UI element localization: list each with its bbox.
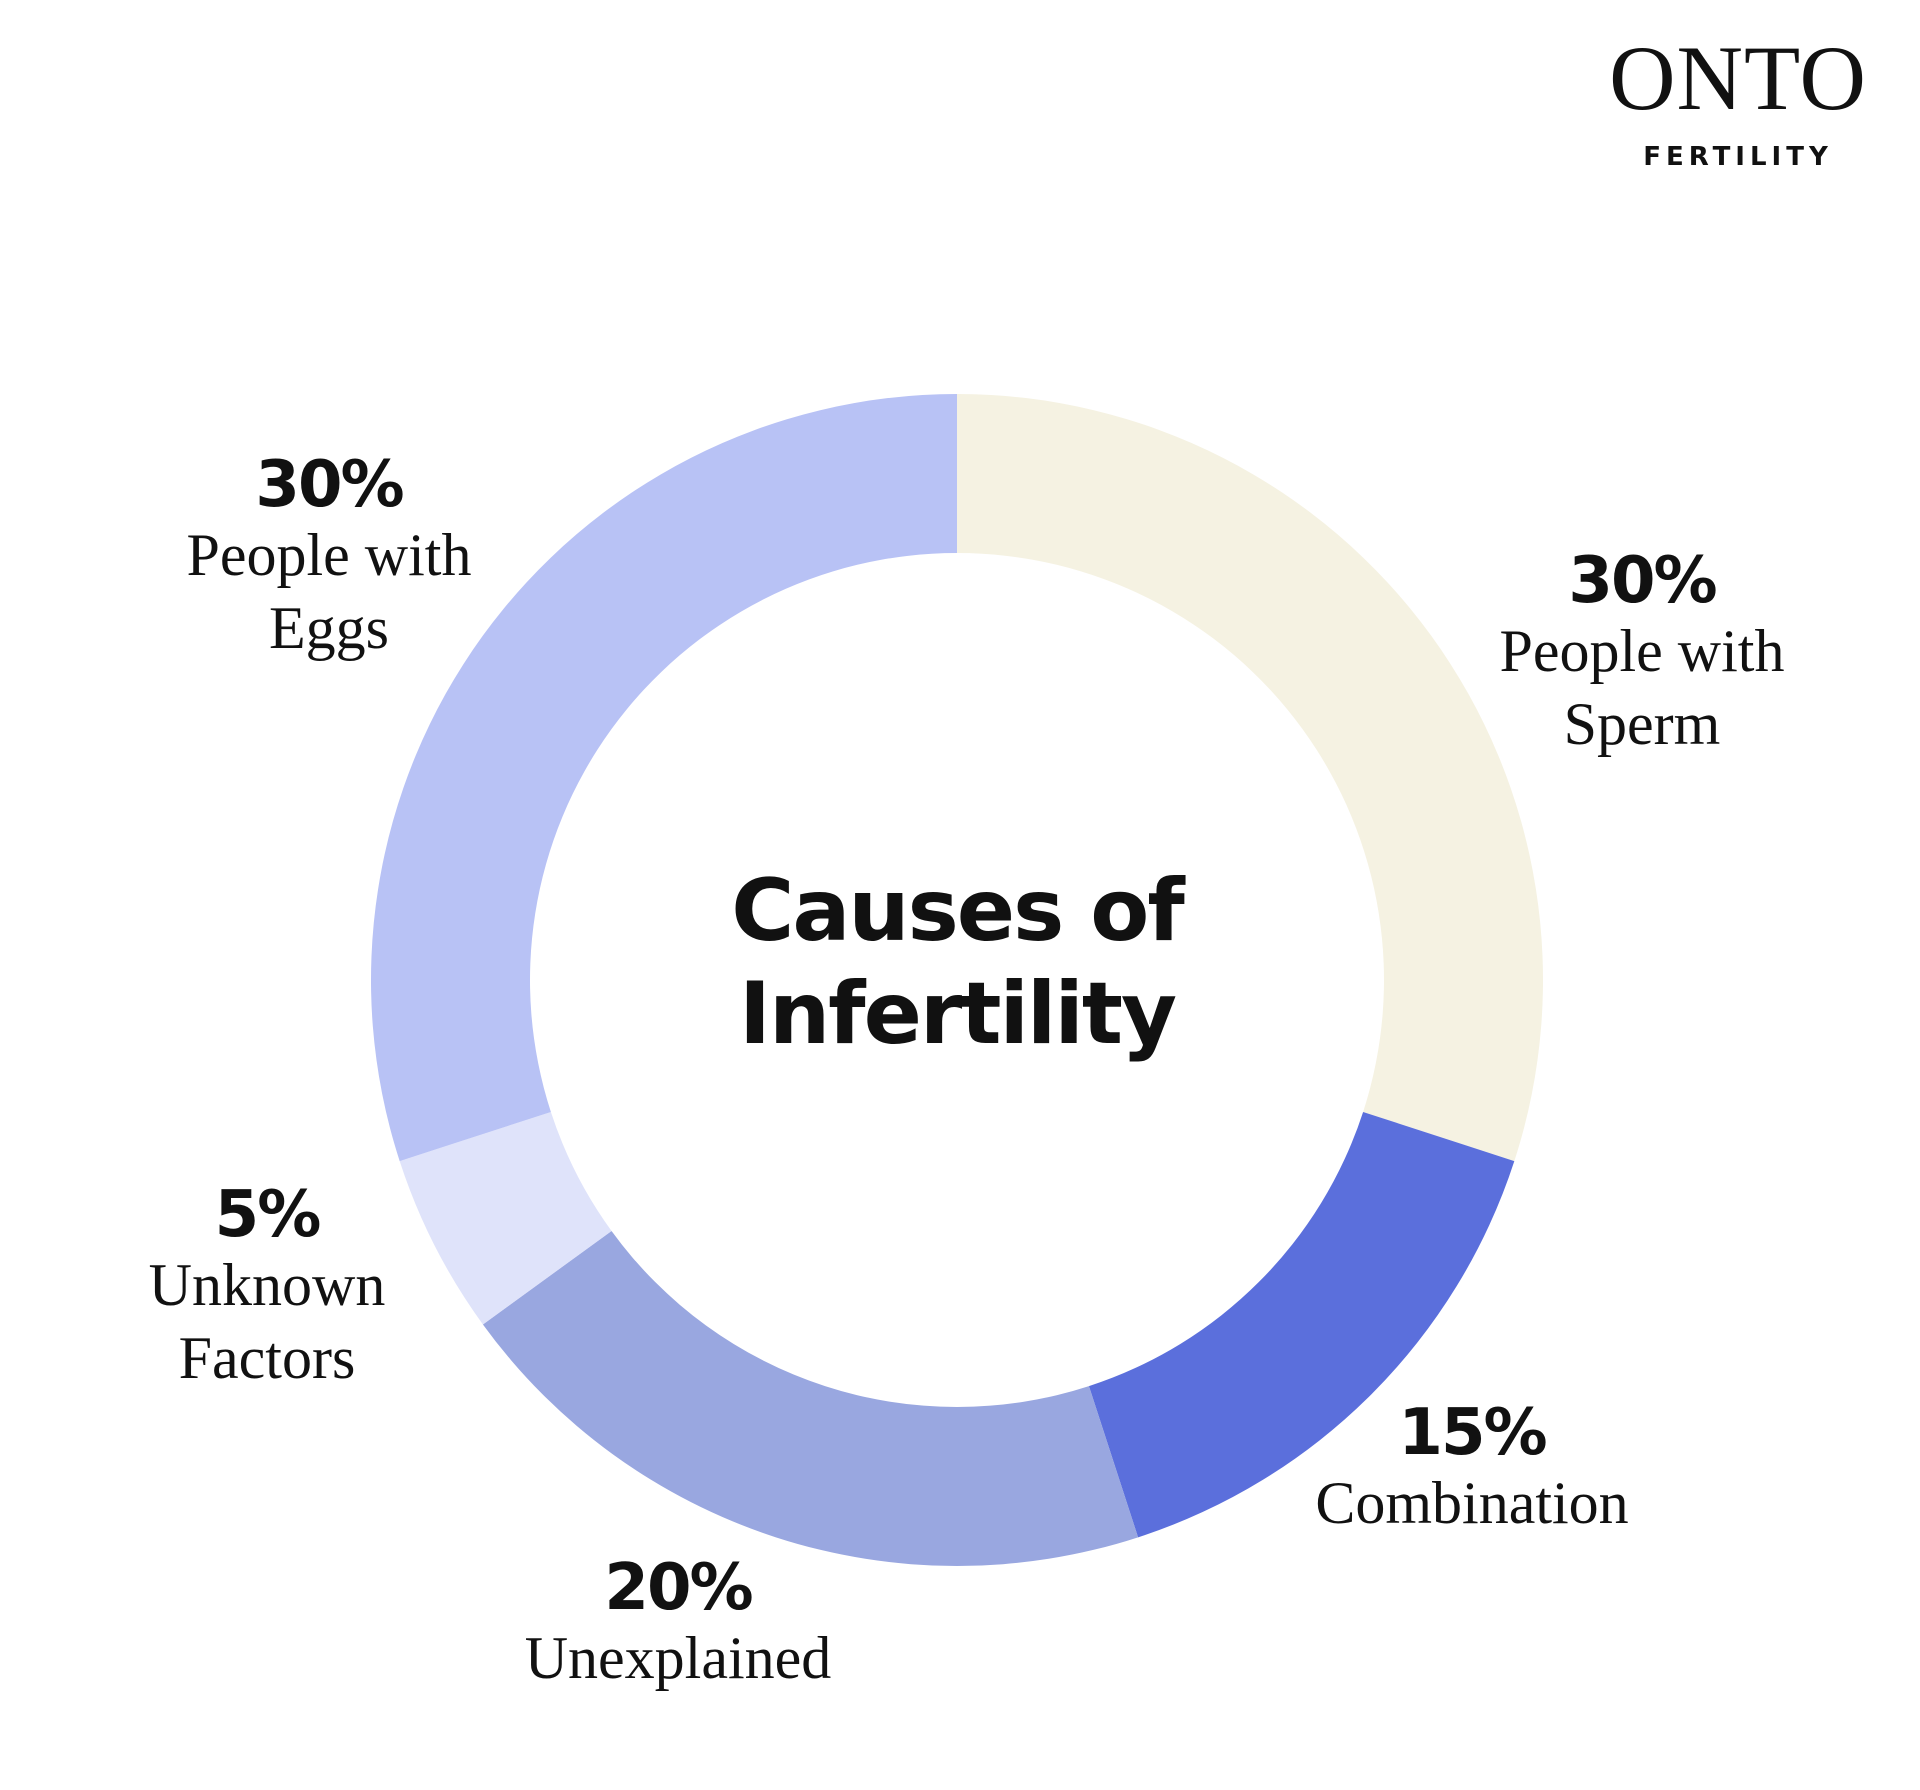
value-label: 5% (214, 1178, 322, 1252)
slice-label: 30% People with Eggs (159, 448, 499, 666)
value-label: 30% (255, 448, 404, 522)
donut-slice (957, 394, 1543, 1162)
donut-slice (1088, 1111, 1515, 1538)
category-label: People with Eggs (186, 522, 472, 662)
donut-slice (399, 1111, 612, 1325)
category-label: Unknown Factors (148, 1252, 386, 1392)
category-label: People with Sperm (1499, 618, 1785, 758)
chart-title: Causes of Infertility (731, 861, 1185, 1065)
category-label: Combination (1315, 1470, 1629, 1537)
slice-label: 15% Combination (1262, 1396, 1682, 1540)
slice-label: 5% Unknown Factors (122, 1178, 412, 1396)
value-label: 15% (1398, 1396, 1547, 1470)
slice-label: 30% People with Sperm (1462, 544, 1822, 762)
brand-tagline: FERTILITY (1643, 142, 1833, 172)
brand-name: ONTO (1609, 27, 1867, 129)
donut-slice (482, 1230, 1139, 1566)
value-label: 20% (604, 1551, 753, 1625)
donut-slice (370, 394, 957, 1162)
brand-logo: ONTO FERTILITY (1609, 32, 1867, 172)
category-label: Unexplained (524, 1625, 832, 1692)
value-label: 30% (1568, 544, 1717, 618)
slice-label: 20% Unexplained (468, 1551, 888, 1695)
